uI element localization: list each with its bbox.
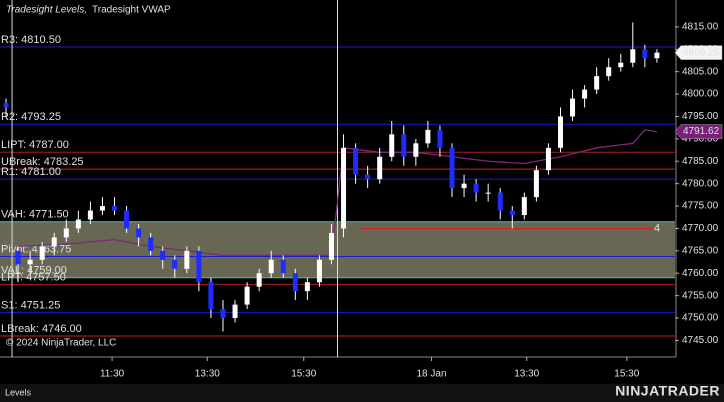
- x-tick-label: 13:30: [514, 369, 539, 380]
- candle-body: [654, 52, 660, 59]
- candle-body: [630, 49, 636, 63]
- candle-body: [39, 246, 45, 260]
- candle-body: [63, 228, 69, 238]
- candle-body: [51, 237, 57, 247]
- y-tick-label: 4785.00: [682, 156, 719, 167]
- x-tick-label: 15:30: [614, 369, 639, 380]
- candle-body: [341, 147, 347, 229]
- last-price-label: 4809.25: [683, 47, 720, 58]
- y-tick-label: 4800.00: [682, 89, 719, 100]
- candle-body: [570, 98, 576, 117]
- y-tick-label: 4745.00: [682, 335, 719, 346]
- level-label: S1: 4751.25: [1, 299, 60, 311]
- y-tick-label: 4775.00: [682, 201, 719, 212]
- candle-body: [401, 134, 407, 157]
- candle-body: [582, 89, 588, 99]
- candle-body: [437, 129, 443, 148]
- y-tick-label: 4805.00: [682, 66, 719, 77]
- level-label: UBreak: 4783.25: [1, 156, 84, 168]
- candle-body: [449, 147, 455, 189]
- candle-body: [292, 273, 298, 292]
- candle-body: [485, 192, 491, 194]
- candle-body: [606, 67, 612, 77]
- candle-body: [244, 286, 250, 305]
- level-label: R3: 4810.50: [1, 34, 61, 46]
- candle-body: [497, 192, 503, 211]
- candle-body: [533, 170, 539, 198]
- indicator-subtitle: Tradesight VWAP: [92, 5, 171, 16]
- y-tick-label: 4765.00: [682, 245, 719, 256]
- x-tick-label: 11:30: [100, 369, 125, 380]
- candle-body: [280, 259, 286, 274]
- vwap-last-box: [674, 124, 723, 139]
- y-tick-label: 4750.00: [682, 313, 719, 324]
- candle-body: [545, 147, 551, 171]
- candle-body: [184, 250, 190, 269]
- candle-body: [99, 206, 105, 211]
- x-tick-label: 13:30: [195, 369, 220, 380]
- candle-body: [642, 49, 648, 59]
- level-label: LBreak: 4746.00: [1, 323, 82, 335]
- candle-body: [232, 304, 238, 319]
- tab-label[interactable]: Levels: [5, 387, 32, 397]
- level-label: LPT: 4757.50: [1, 271, 66, 283]
- indicator-title: Tradesight Levels,: [6, 5, 87, 16]
- candle-body: [196, 250, 202, 283]
- candle-body: [256, 273, 262, 287]
- candle-body: [365, 174, 371, 180]
- candle-body: [473, 183, 479, 193]
- candle-body: [389, 134, 395, 157]
- y-tick-label: 4760.00: [682, 268, 719, 279]
- candle-body: [160, 250, 166, 260]
- candle-body: [172, 259, 178, 269]
- candle-body: [413, 143, 419, 157]
- candle-body: [87, 210, 93, 220]
- candle-body: [3, 103, 9, 108]
- candle-body: [425, 129, 431, 144]
- candle-body: [557, 116, 563, 148]
- candle-body: [27, 259, 33, 265]
- x-tick-label: 15:30: [291, 369, 316, 380]
- candle-body: [618, 62, 624, 68]
- candle-body: [220, 309, 226, 319]
- y-tick-label: 4770.00: [682, 223, 719, 234]
- level-label: R2: 4793.25: [1, 111, 61, 123]
- candle-body: [112, 206, 118, 211]
- candle-body: [304, 282, 310, 292]
- candle-body: [509, 210, 515, 216]
- tab-strip: [0, 384, 724, 402]
- y-tick-label: 4795.00: [682, 111, 719, 122]
- candle-body: [377, 156, 383, 180]
- candle-body: [328, 232, 334, 260]
- y-tick-label: 4815.00: [682, 22, 719, 33]
- logo: NINJATRADER: [615, 383, 720, 399]
- last-price-box: [674, 45, 723, 60]
- copyright: © 2024 NinjaTrader, LLC: [6, 338, 116, 349]
- vwap-last-label: 4791.62: [683, 126, 720, 137]
- candle-body: [316, 259, 322, 283]
- y-tick-label: 4780.00: [682, 178, 719, 189]
- level-label: VAL: 4759.00: [1, 265, 67, 277]
- level-label: R1: 4781.00: [1, 166, 61, 178]
- y-tick-label: 4755.00: [682, 290, 719, 301]
- candle-body: [208, 282, 214, 310]
- candle-body: [268, 259, 274, 274]
- candle-body: [461, 183, 467, 189]
- candle-body: [124, 210, 130, 229]
- candle-body: [148, 237, 154, 251]
- candle-body: [15, 250, 21, 265]
- candle-body: [75, 219, 81, 229]
- x-tick-label: 18 Jan: [417, 369, 447, 380]
- y-tick-label: 4790.00: [682, 133, 719, 144]
- candle-body: [136, 228, 142, 238]
- candle-body: [353, 147, 359, 175]
- vwap-line: [18, 129, 658, 256]
- level-label: LIPT: 4787.00: [1, 139, 69, 151]
- marker-label: 4: [654, 222, 660, 234]
- candle-body: [594, 76, 600, 90]
- candle-body: [521, 197, 527, 216]
- level-label: VAH: 4771.50: [1, 209, 69, 221]
